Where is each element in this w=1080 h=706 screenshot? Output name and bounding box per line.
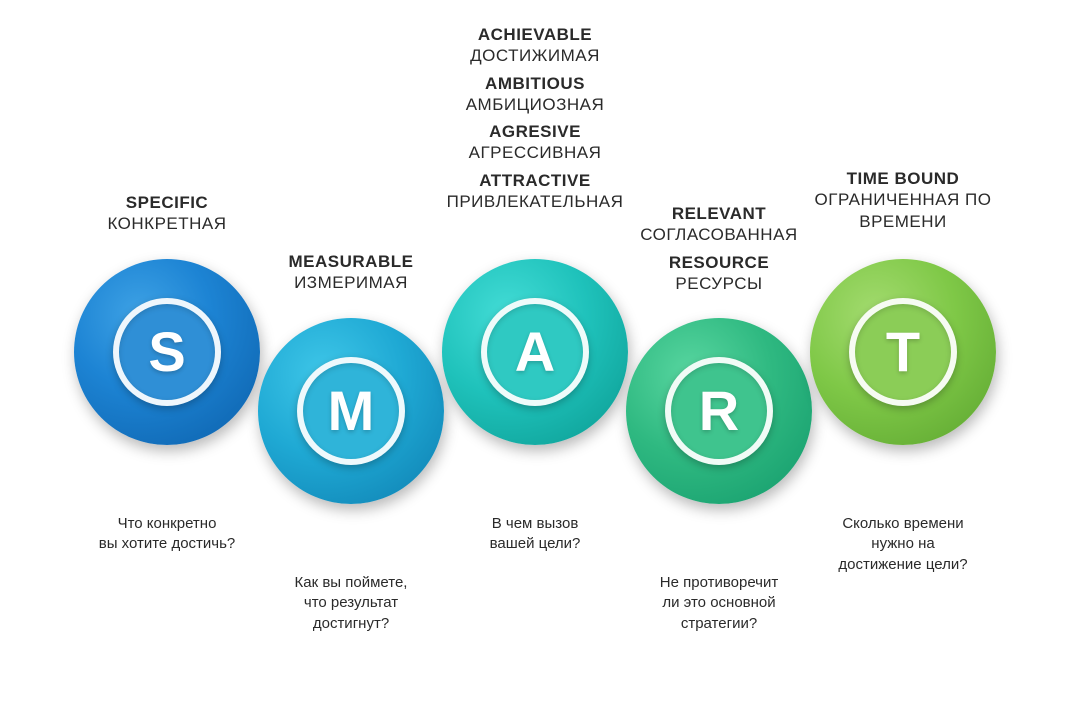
circle-a: A — [442, 259, 628, 445]
label-ru: СОГЛАСОВАННАЯ — [626, 224, 812, 245]
letter-r: R — [699, 383, 739, 439]
labels-r: RELEVANTСОГЛАСОВАННАЯ RESOURCEРЕСУРСЫ — [626, 203, 812, 300]
label-en: RELEVANT — [626, 203, 812, 224]
letter-t: T — [886, 324, 920, 380]
circle-inner-ring: M — [297, 357, 405, 465]
label-ru: ОГРАНИЧЕННАЯ ПО ВРЕМЕНИ — [810, 189, 996, 232]
circle-m: M — [258, 318, 444, 504]
label-ru: ИЗМЕРИМАЯ — [258, 272, 444, 293]
labels-a: ACHIEVABLEДОСТИЖИМАЯ AMBITIOUSАМБИЦИОЗНАЯ… — [442, 24, 628, 218]
label-ru: РЕСУРСЫ — [626, 273, 812, 294]
label-en: AMBITIOUS — [442, 73, 628, 94]
circle-s: S — [74, 259, 260, 445]
letter-a: A — [515, 324, 555, 380]
circle-inner-ring: T — [849, 298, 957, 406]
question-a: В чем вызов вашей цели? — [442, 514, 628, 555]
circle-inner-ring: R — [665, 357, 773, 465]
label-en: MEASURABLE — [258, 251, 444, 272]
label-ru: КОНКРЕТНАЯ — [74, 213, 260, 234]
label-en: SPECIFIC — [74, 192, 260, 213]
circle-t: T — [810, 259, 996, 445]
label-en: ACHIEVABLE — [442, 24, 628, 45]
question-t: Сколько времени нужно на достижение цели… — [810, 514, 996, 575]
circle-inner-ring: S — [113, 298, 221, 406]
label-ru: АМБИЦИОЗНАЯ — [442, 94, 628, 115]
label-en: RESOURCE — [626, 252, 812, 273]
question-r: Не противоречит ли это основной стратеги… — [626, 573, 812, 634]
label-en: AGRESIVE — [442, 121, 628, 142]
letter-s: S — [148, 324, 185, 380]
labels-t: TIME BOUNDОГРАНИЧЕННАЯ ПО ВРЕМЕНИ — [810, 168, 996, 238]
label-en: ATTRACTIVE — [442, 170, 628, 191]
label-ru: ДОСТИЖИМАЯ — [442, 45, 628, 66]
label-ru: АГРЕССИВНАЯ — [442, 142, 628, 163]
question-s: Что конкретно вы хотите достичь? — [74, 514, 260, 555]
labels-s: SPECIFICКОНКРЕТНАЯ — [74, 192, 260, 241]
labels-m: MEASURABLEИЗМЕРИМАЯ — [258, 251, 444, 300]
label-en: TIME BOUND — [810, 168, 996, 189]
circle-r: R — [626, 318, 812, 504]
question-m: Как вы поймете, что результат достигнут? — [258, 573, 444, 634]
circle-inner-ring: A — [481, 298, 589, 406]
label-ru: ПРИВЛЕКАТЕЛЬНАЯ — [442, 191, 628, 212]
letter-m: M — [328, 383, 375, 439]
